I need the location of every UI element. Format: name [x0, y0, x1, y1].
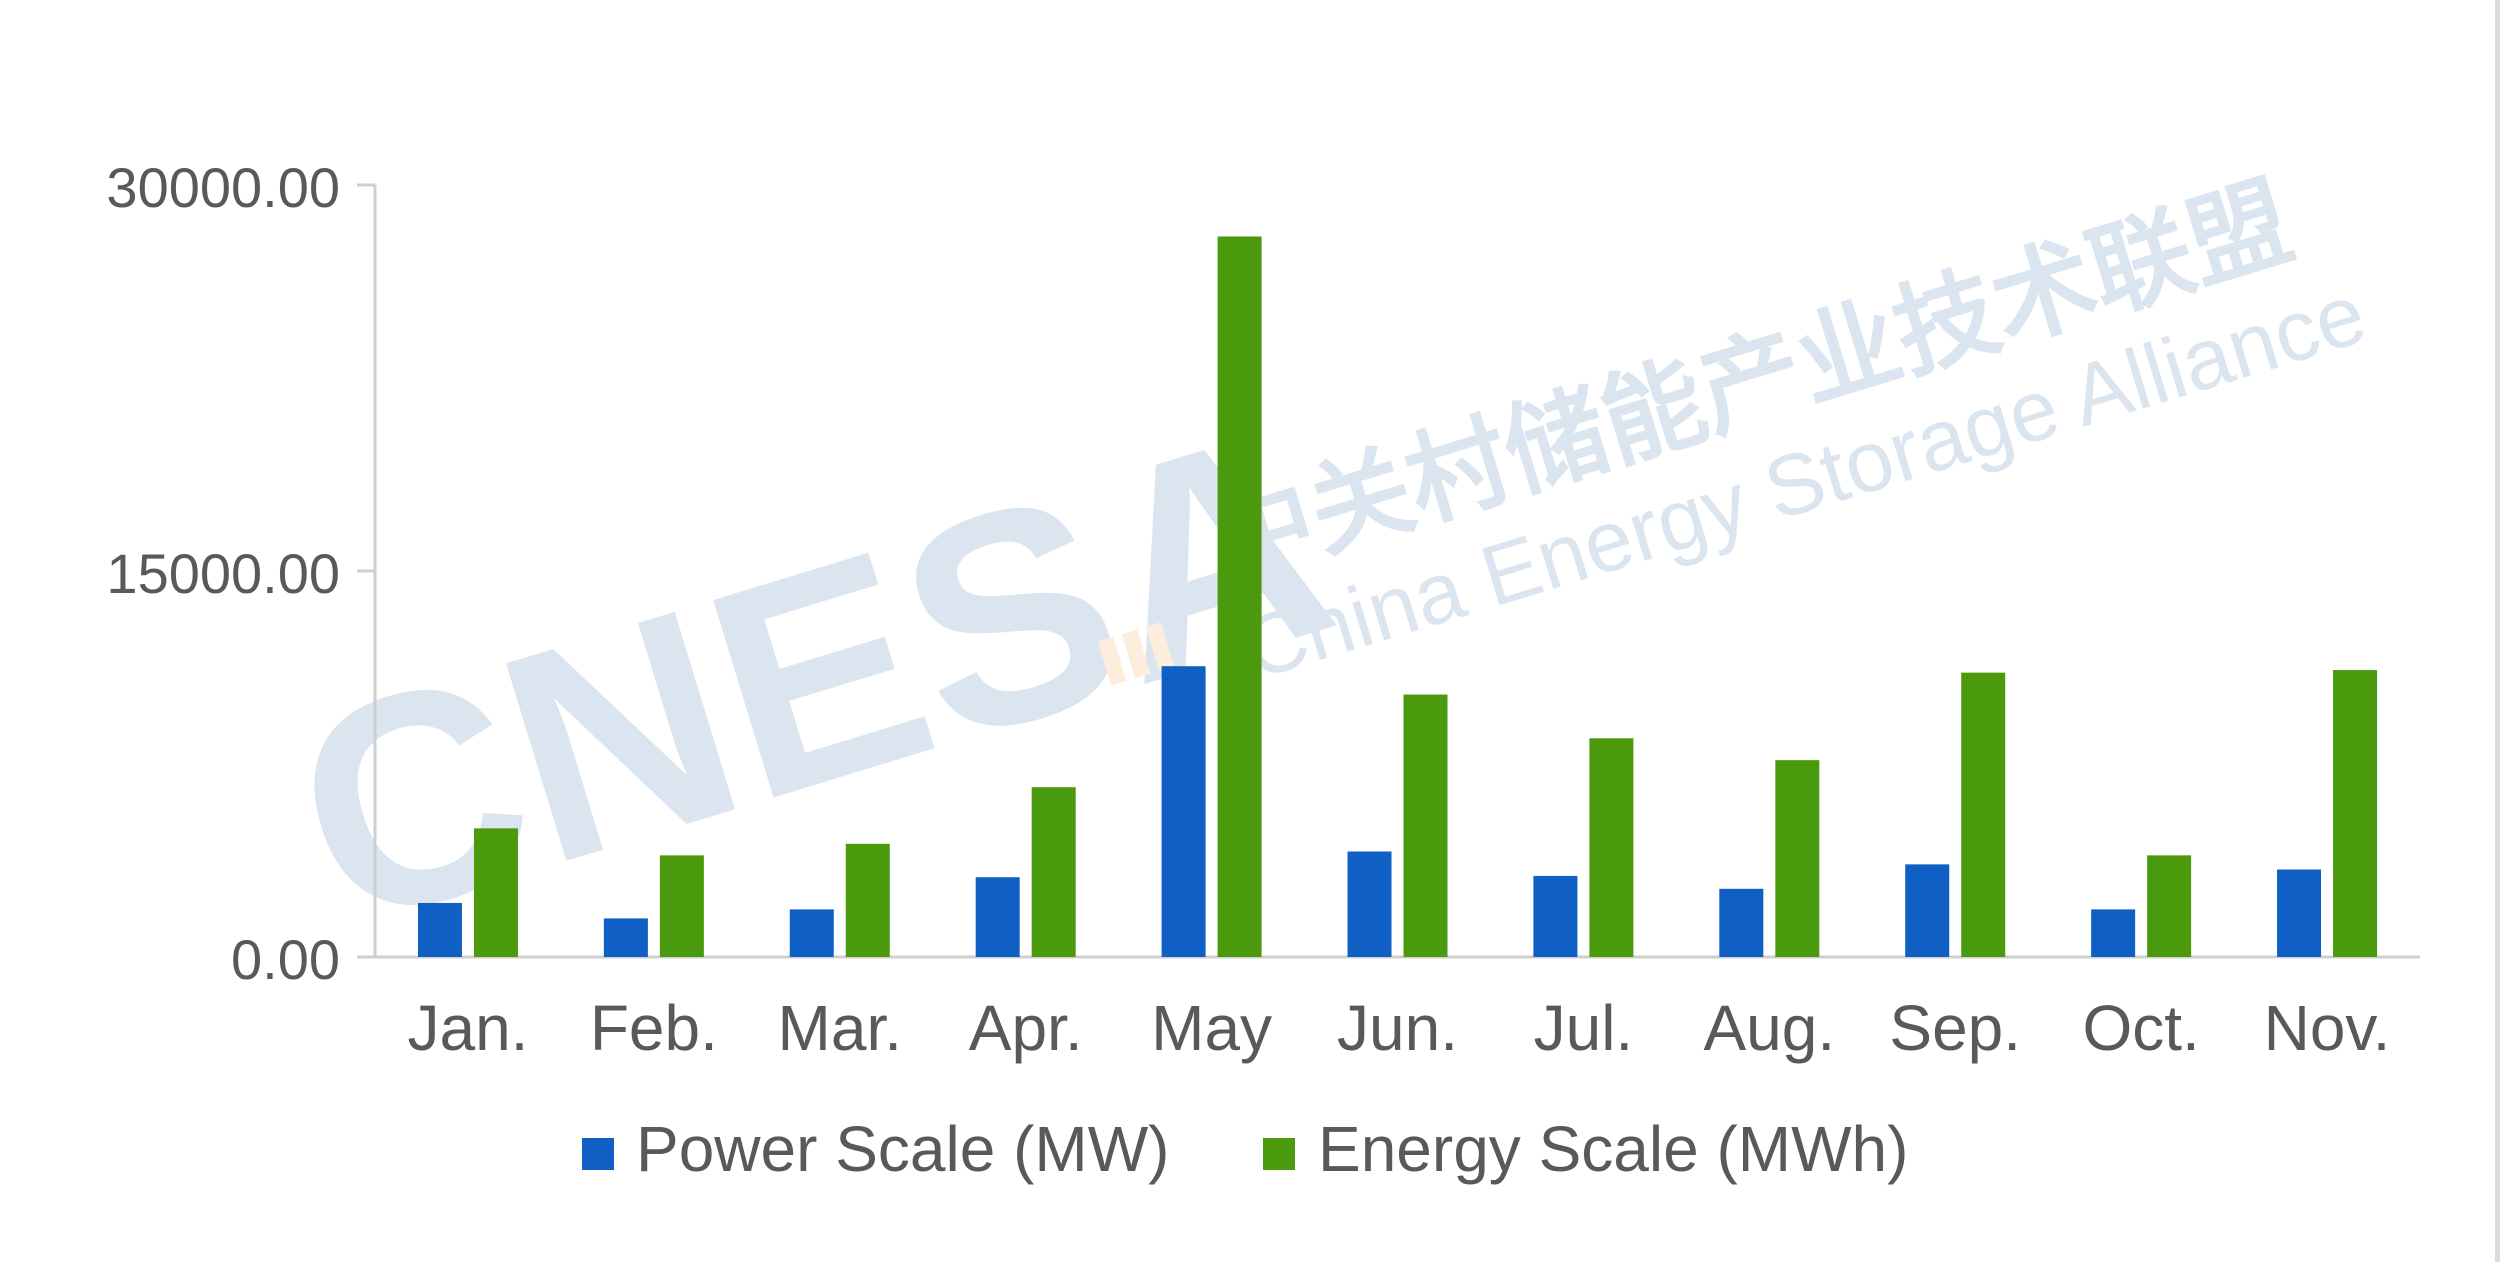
bar-power-1	[603, 918, 648, 957]
x-tick-label: May	[1151, 992, 1272, 1064]
bar-power-10	[2277, 869, 2322, 957]
x-tick-label: Aug.	[1703, 992, 1835, 1064]
legend-swatch-power	[582, 1138, 614, 1170]
bar-energy-0	[473, 828, 518, 957]
bar-power-5	[1347, 851, 1392, 957]
x-tick-label: Jan.	[407, 992, 528, 1064]
x-tick-label: Apr.	[969, 992, 1083, 1064]
bar-power-8	[1905, 864, 1950, 957]
bar-power-0	[417, 902, 462, 957]
right-edge-rule	[2495, 0, 2500, 1262]
bar-energy-4	[1217, 236, 1262, 957]
bar-power-4	[1161, 666, 1206, 957]
bar-energy-6	[1589, 738, 1634, 957]
x-tick-label: Jun.	[1337, 992, 1458, 1064]
bar-energy-9	[2147, 855, 2192, 957]
bar-power-2	[789, 909, 834, 957]
watermark: CNESA 中关村储能产业技术联盟 China Energy Storage A…	[260, 164, 2376, 991]
bar-energy-7	[1775, 760, 1820, 957]
y-tick-label: 15000.00	[106, 542, 340, 605]
x-axis-labels: Jan. Feb. Mar. Apr. May Jun. Jul. Aug. Sep. Oct. N…	[407, 992, 2390, 1064]
bar-energy-2	[845, 843, 890, 957]
bar-energy-8	[1961, 672, 2006, 957]
bar-power-9	[2091, 909, 2136, 957]
y-tick-label: 0.00	[231, 928, 340, 991]
legend-swatch-energy	[1263, 1138, 1295, 1170]
x-tick-label: Mar.	[778, 992, 902, 1064]
bars-group	[417, 236, 2378, 957]
bar-power-7	[1719, 888, 1764, 957]
x-tick-label: Nov.	[2264, 992, 2391, 1064]
bar-power-3	[975, 877, 1020, 957]
bar-power-6	[1533, 875, 1578, 957]
legend: Power Scale (MW) Energy Scale (MWh)	[582, 1113, 1908, 1185]
x-tick-label: Oct.	[2082, 992, 2199, 1064]
legend-label-power: Power Scale (MW)	[636, 1113, 1169, 1185]
legend-label-energy: Energy Scale (MWh)	[1318, 1113, 1908, 1185]
x-tick-label: Jul.	[1534, 992, 1634, 1064]
bar-energy-10	[2333, 670, 2378, 957]
bar-energy-3	[1031, 787, 1076, 957]
bar-energy-5	[1403, 694, 1448, 957]
y-tick-label: 30000.00	[106, 156, 340, 219]
watermark-logo-mark	[1097, 622, 1175, 686]
x-tick-label: Sep.	[1889, 992, 2021, 1064]
y-axis-ticks: 0.00 15000.00 30000.00	[106, 156, 375, 991]
bar-energy-1	[659, 855, 704, 957]
x-tick-label: Feb.	[590, 992, 718, 1064]
